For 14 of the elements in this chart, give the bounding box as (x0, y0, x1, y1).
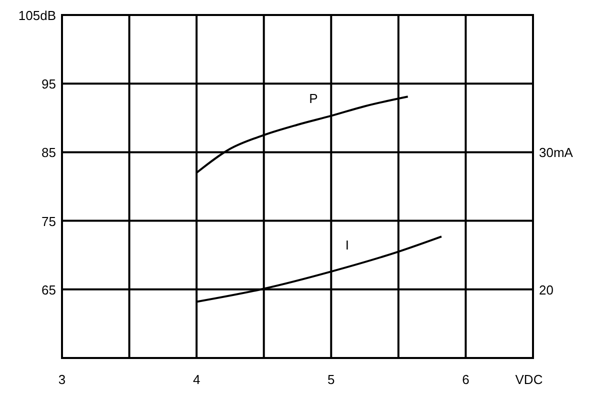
x-tick-label: 4 (192, 372, 200, 387)
y-tick-label: 105dB (18, 8, 56, 23)
y2-tick-label: 30mA (539, 145, 574, 160)
x-tick-label: 6 (462, 372, 470, 387)
y-tick-label: 65 (42, 282, 56, 298)
y-tick-label: 75 (42, 214, 56, 229)
x-axis-title: VDC (515, 372, 543, 387)
series-label: P (309, 90, 318, 106)
series-label: I (345, 238, 349, 253)
x-tick-label: 3 (58, 372, 66, 387)
y-tick-label: 95 (42, 76, 56, 92)
y2-tick-label: 20 (539, 282, 554, 298)
y-tick-label: 85 (42, 145, 56, 160)
x-tick-label: 5 (328, 372, 335, 387)
